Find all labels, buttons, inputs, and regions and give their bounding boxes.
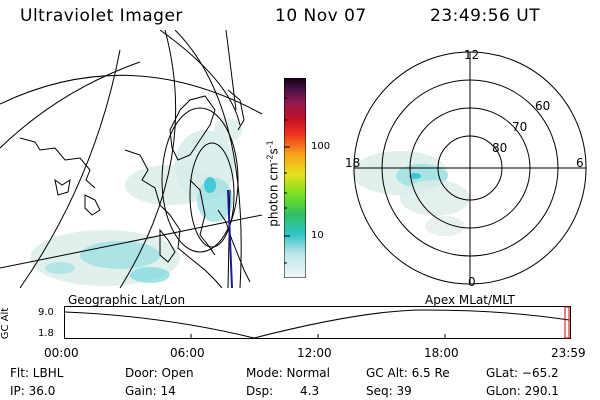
- status-gain: Gain: 14: [125, 384, 176, 398]
- time-tick-2359: 23:59: [551, 346, 586, 360]
- time-label: 23:49:56 UT: [430, 6, 541, 26]
- coastlines: [19, 89, 251, 288]
- polar-plot: [352, 51, 587, 285]
- altitude-tick-9: 9.0: [38, 307, 54, 318]
- time-tick-1800: 18:00: [424, 346, 459, 360]
- satellite-track: [227, 189, 233, 288]
- altitude-plot: [64, 306, 571, 339]
- time-tick-0600: 06:00: [170, 346, 205, 360]
- status-glon: GLon: 290.1: [486, 384, 559, 398]
- altitude-axis-label: GC Alt: [0, 307, 12, 340]
- time-tick-0000: 00:00: [44, 346, 79, 360]
- date-label: 10 Nov 07: [275, 6, 367, 26]
- status-ip: IP: 36.0: [10, 384, 56, 398]
- current-time-marker: [564, 306, 570, 339]
- mlt-label-6: 6: [576, 156, 584, 170]
- polar-grid: [353, 51, 587, 285]
- status-dsp-label: Dsp:: [246, 384, 274, 398]
- colorbar: [284, 78, 306, 278]
- status-mode: Mode: Normal: [246, 366, 330, 380]
- mlt-label-12: 12: [464, 48, 480, 62]
- status-seq: Seq: 39: [366, 384, 412, 398]
- altitude-tick-1.8: 1.8: [38, 328, 54, 339]
- instrument-title: Ultraviolet Imager: [20, 6, 183, 26]
- lat-label-60: 60: [535, 99, 551, 113]
- mlt-label-18: 18: [345, 156, 361, 170]
- geographic-panel-label: Geographic Lat/Lon: [68, 293, 186, 307]
- colorbar-tick-10: 10: [311, 230, 324, 241]
- status-door: Door: Open: [125, 366, 194, 380]
- colorbar-tick-100: 100: [311, 141, 331, 152]
- aurora-emission-polar: [352, 151, 470, 236]
- status-glat: GLat: −65.2: [486, 366, 559, 380]
- colorbar-ticks: [284, 97, 290, 264]
- lat-label-80: 80: [492, 141, 508, 155]
- altitude-curve: [64, 309, 570, 339]
- status-dsp-value: 4.3: [300, 384, 320, 398]
- aurora-emission-geographic: [30, 118, 242, 286]
- status-gc-alt: GC Alt: 6.5 Re: [366, 366, 450, 380]
- status-filter: Flt: LBHL: [10, 366, 64, 380]
- geographic-map: [0, 30, 262, 288]
- time-tick-1200: 12:00: [297, 346, 332, 360]
- apex-panel-label: Apex MLat/MLT: [425, 293, 515, 307]
- mlt-label-0: 0: [468, 275, 476, 289]
- colorbar-unit-label: photon cm-2s-1: [265, 140, 281, 227]
- graticule-lines: [0, 30, 262, 288]
- lat-label-70: 70: [512, 120, 528, 134]
